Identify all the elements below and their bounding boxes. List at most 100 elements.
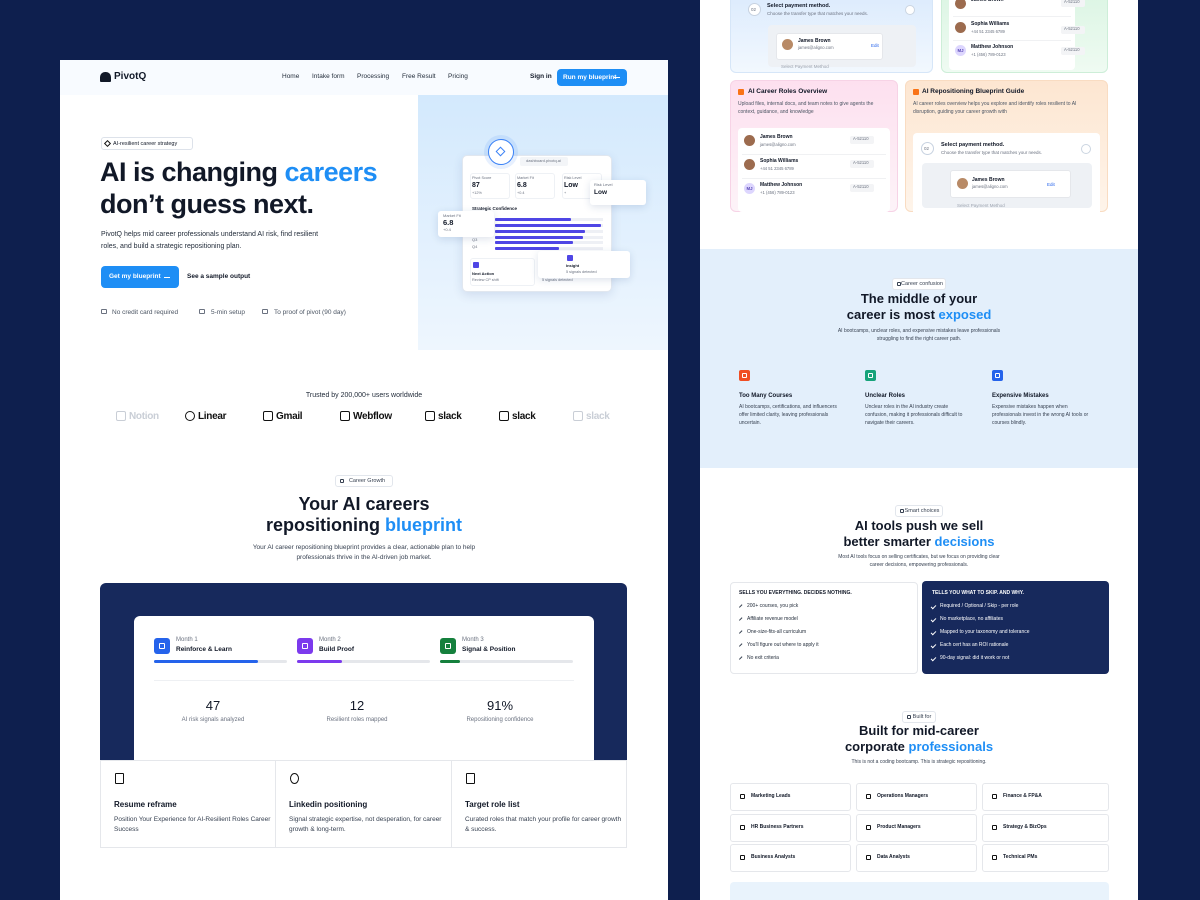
stat-value: 91% <box>486 698 514 713</box>
floating-insight <box>538 251 630 278</box>
section-description: Your AI career repositioning blueprint p… <box>252 544 476 561</box>
feature-icon <box>199 309 205 314</box>
title-text: Your AI careers <box>298 494 430 514</box>
step-circle <box>748 3 761 16</box>
divider <box>953 40 1071 41</box>
avatar <box>744 159 755 170</box>
divider <box>742 154 886 155</box>
divider <box>451 760 452 848</box>
divider <box>953 16 1071 17</box>
logo-icon <box>425 411 435 421</box>
edit-link[interactable]: Edit <box>1047 182 1055 187</box>
card-icon <box>913 89 919 95</box>
month-icon <box>154 638 170 654</box>
feature-description: Position Your Experience for AI-Resilien… <box>114 816 271 833</box>
section-title: repositioning blueprint <box>266 515 462 536</box>
account-box <box>776 33 883 60</box>
role-icon <box>740 855 745 860</box>
logo-icon <box>116 411 126 421</box>
section-description: This is not a coding bootcamp. This is s… <box>851 759 987 765</box>
nav-link[interactable]: Free Result <box>402 73 436 80</box>
compare-item: You'll figure out where to apply it <box>747 642 819 648</box>
highlight: professionals <box>908 739 994 754</box>
role-name: Business Analysts <box>751 854 796 860</box>
dashboard-url: dashboard.pivotq.ai <box>526 158 561 163</box>
bar <box>495 218 571 221</box>
arrow-icon <box>164 277 170 278</box>
person-id: A-52110 <box>853 136 869 141</box>
item-description: Unclear roles in the AI industry create … <box>865 404 963 426</box>
section-description: Most AI tools focus on selling certifica… <box>838 554 1000 568</box>
nav-link[interactable]: Intake form <box>312 73 345 80</box>
primary-button[interactable] <box>101 266 179 288</box>
primary-button-text[interactable]: Get my blueprint <box>109 273 161 280</box>
item-icon <box>992 370 1003 381</box>
feature-title: Resume reframe <box>114 800 177 809</box>
nav-link[interactable]: Pricing <box>448 73 468 80</box>
insight-text: 5 signals detected <box>566 270 597 274</box>
role-cell <box>730 783 851 811</box>
avatar <box>744 135 755 146</box>
person-name: James Brown <box>971 0 1004 3</box>
stat-value: 12 <box>349 698 365 713</box>
month-title: Reinforce & Learn <box>176 646 232 653</box>
person-id: A-52110 <box>1064 47 1080 52</box>
select-method: Select Payment Method <box>781 64 829 69</box>
compare-item: Mapped to your taxonomy and tolerance <box>940 629 1030 635</box>
compare-right <box>922 581 1109 674</box>
badge <box>335 475 393 487</box>
avatar: MJ <box>955 45 966 56</box>
logo: PivotQ <box>114 71 147 82</box>
bar <box>495 224 601 227</box>
person-name: Sophia Williams <box>971 21 1010 27</box>
avatar <box>782 39 793 50</box>
risk-value: Low <box>594 189 607 196</box>
badge <box>895 505 943 517</box>
cta-text[interactable]: Run my blueprint <box>563 74 617 81</box>
item-description: AI bootcamps, certifications, and influe… <box>739 404 837 426</box>
floating-fit <box>438 211 494 237</box>
role-cell <box>856 844 977 872</box>
person-id: A-52110 <box>1064 0 1080 4</box>
logo-icon <box>100 72 111 82</box>
risk-label: Risk Level <box>594 182 613 187</box>
next-action-box <box>470 258 535 286</box>
bottom-strip <box>730 882 1109 900</box>
sign-in[interactable]: Sign in <box>530 73 552 80</box>
role-cell <box>982 783 1109 811</box>
fit-delta: +0.4 <box>443 227 451 232</box>
nav-link[interactable]: Home <box>282 73 300 80</box>
item-glyph <box>742 373 747 378</box>
section-title: The middle of your <box>860 291 978 307</box>
section-title: career is most exposed <box>847 307 992 323</box>
compare-heading: SELLS YOU EVERYTHING. DECIDES NOTHING. <box>739 590 852 596</box>
metric-box <box>515 173 555 199</box>
section-title: better smarter decisions <box>843 534 994 550</box>
step-circle <box>921 142 934 155</box>
card-title: AI Repositioning Blueprint Guide <box>922 88 1025 95</box>
badge <box>902 711 936 723</box>
bar <box>495 247 559 250</box>
chevron-circle <box>905 5 915 15</box>
account-name: James Brown <box>798 38 831 44</box>
select-method: Select Payment Method <box>957 203 1005 208</box>
person-sub: james@aligno.com <box>760 142 796 147</box>
cta-button[interactable] <box>557 69 627 86</box>
title-text: The middle of your <box>860 291 978 306</box>
progress-fill <box>297 660 342 663</box>
logo-icon <box>340 411 350 421</box>
nav-link[interactable]: Processing <box>357 73 390 80</box>
item-description: Expensive mistakes happen when professio… <box>992 404 1089 426</box>
edit-link[interactable]: Edit <box>871 43 879 48</box>
feature-description: Curated roles that match your profile fo… <box>465 816 622 833</box>
bar <box>495 230 585 233</box>
bar <box>495 236 583 239</box>
calendar-glyph <box>302 643 308 649</box>
metric-label: Pivot Score <box>472 176 492 180</box>
role-icon <box>992 855 997 860</box>
secondary-button[interactable]: See a sample output <box>187 273 251 280</box>
row-label: Q4 <box>472 244 478 249</box>
role-cell <box>856 783 977 811</box>
step-title: Select payment method. <box>767 3 831 9</box>
